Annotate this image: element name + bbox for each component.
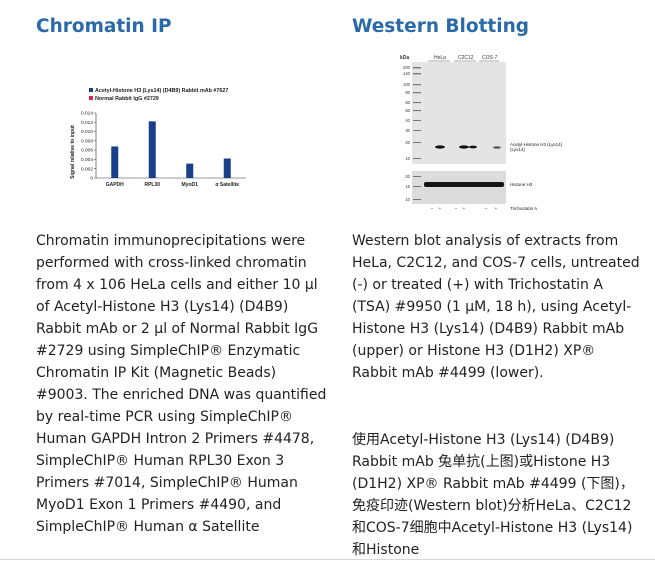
chip-bar-chart: Acetyl-Histone H3 (Lys14) (D4B9) Rabbit … [70, 88, 246, 188]
bar-rpl30 [148, 121, 156, 178]
marker-40: 40 [405, 118, 410, 123]
treatment-label: Trichostatin A [510, 206, 537, 211]
x-tick-label: MyoD1 [182, 182, 199, 188]
lower-marker-10: 10 [405, 197, 410, 202]
kda-label: kDa [400, 55, 409, 61]
chromatin-ip-title: Chromatin IP [36, 16, 172, 37]
lower-blot-panel [412, 171, 506, 204]
upper-band-label: Acetyl-Histone H3 (Lys14) [510, 142, 563, 147]
cell-line-cos7: COS-7 [482, 55, 498, 61]
y-tick-label: 0.006 [81, 148, 93, 154]
bar--satellite [223, 158, 231, 178]
y-tick-label: 0.008 [81, 138, 93, 144]
marker-140: 140 [403, 71, 411, 76]
bar-gapdh [111, 146, 119, 178]
bar-myod1 [186, 163, 194, 178]
marker-30: 30 [405, 128, 410, 133]
lower-band-label: Histone H3 [510, 182, 533, 187]
marker-100: 100 [403, 82, 411, 87]
y-tick-label: 0.002 [81, 166, 93, 172]
x-tick-label: RPL30 [144, 182, 160, 188]
cell-line-hela: HeLa [434, 55, 446, 61]
lower-marker-15: 15 [405, 184, 410, 189]
marker-10: 10 [405, 156, 410, 161]
treatment-2: + [439, 206, 442, 211]
x-tick-label: GAPDH [106, 182, 124, 188]
treatment-3: – [455, 206, 458, 211]
treatment-4: + [463, 206, 466, 211]
upper-blot-panel [412, 62, 506, 164]
treatment-6: + [495, 206, 498, 211]
x-tick-label: α Satellite [215, 182, 239, 188]
treatment-5: – [485, 206, 488, 211]
marker-200: 200 [403, 65, 411, 70]
y-tick-label: 0.010 [81, 129, 93, 135]
y-tick-label: 0.004 [81, 157, 93, 163]
legend-swatch-igg [89, 96, 93, 100]
legend-swatch-acetyl [89, 88, 93, 92]
cell-line-c2c12: C2C12 [458, 55, 474, 61]
lower-marker-20: 20 [405, 174, 410, 179]
marker-20: 20 [405, 140, 410, 145]
y-axis-label: Signal relative to input [70, 125, 76, 179]
legend-label-acetyl: Acetyl-Histone H3 (Lys14) (D4B9) Rabbit … [95, 88, 228, 94]
chromatin-ip-description: Chromatin immunoprecipitations were perf… [36, 233, 327, 535]
upper-band-label-2: (Lys14) [510, 147, 525, 152]
legend-label-igg: Normal Rabbit IgG #2729 [95, 96, 159, 102]
bottom-divider [0, 559, 655, 560]
marker-50: 50 [405, 108, 410, 113]
western-blotting-title: Western Blotting [352, 16, 530, 37]
marker-60: 60 [405, 100, 410, 105]
western-blot-description: Western blot analysis of extracts from H… [352, 233, 640, 381]
y-tick-label: 0 [90, 176, 93, 182]
western-blot-image: kDa HeLa C2C12 COS-7 200 140 100 80 [400, 55, 563, 211]
treatment-1: – [431, 206, 434, 211]
marker-80: 80 [405, 90, 410, 95]
y-tick-label: 0.014 [81, 111, 93, 117]
y-tick-label: 0.012 [81, 120, 93, 126]
western-blot-description-chinese: 使用Acetyl-Histone H3 (Lys14) (D4B9) Rabbi… [352, 432, 634, 558]
